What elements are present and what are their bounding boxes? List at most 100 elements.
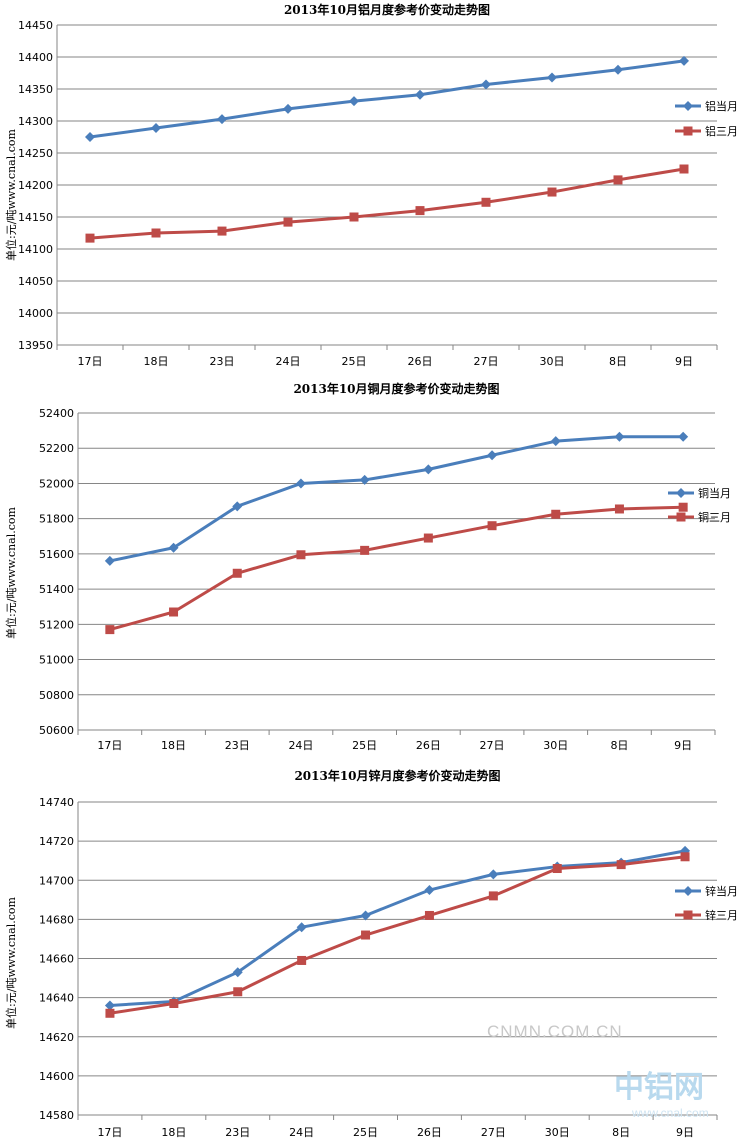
legend-label: 铝三月	[705, 124, 738, 138]
y-tick-label: 14620	[39, 1031, 74, 1044]
data-point	[481, 197, 491, 207]
x-tick-label: 18日	[161, 739, 186, 752]
y-tick-label: 50800	[39, 689, 74, 702]
data-point	[232, 967, 243, 978]
data-point	[613, 64, 623, 75]
data-point	[552, 864, 562, 874]
y-tick-label: 50600	[39, 724, 74, 737]
data-point	[359, 474, 370, 485]
chart-1: 2013年10月铝月度参考价变动走势图 13950 14000 14050 14100 1…	[4, 2, 738, 368]
x-tick-label: 9日	[674, 739, 692, 752]
y-tick-label: 14250	[18, 147, 53, 160]
y-tick-label: 14680	[39, 913, 74, 926]
y-tick-label: 52200	[39, 442, 74, 455]
y-tick-label: 51000	[39, 654, 74, 667]
x-tick-label: 30日	[543, 739, 568, 752]
x-tick-label: 26日	[417, 1126, 442, 1139]
x-tick-label: 25日	[353, 1126, 378, 1139]
data-point	[613, 175, 623, 185]
data-point	[415, 206, 425, 216]
x-tick-label: 24日	[289, 1126, 314, 1139]
chart-title: 2013年10月铜月度参考价变动走势图	[293, 381, 499, 396]
x-tick-label: 18日	[144, 355, 169, 368]
data-point	[614, 504, 624, 514]
series-line-2	[89, 167, 685, 240]
x-tick-label: 26日	[416, 739, 441, 752]
data-point	[550, 436, 561, 447]
data-point	[360, 545, 370, 555]
x-tick-label: 9日	[676, 1126, 694, 1139]
x-tick-label: 18日	[161, 1126, 186, 1139]
data-point	[217, 114, 227, 125]
y-tick-label: 51600	[39, 548, 74, 561]
data-point	[423, 533, 433, 543]
series-line-1	[109, 849, 686, 1007]
data-point	[297, 955, 307, 965]
legend-label: 铝当月	[705, 99, 738, 113]
data-point	[233, 987, 243, 997]
series-line-1	[109, 435, 684, 563]
data-point	[415, 89, 425, 100]
data-point	[679, 55, 689, 66]
y-axis-label: 单位:元/吨www.cnal.com	[4, 896, 18, 1028]
chart-title: 2013年10月铝月度参考价变动走势图	[284, 2, 490, 17]
series-line-2	[109, 855, 686, 1015]
data-point	[679, 164, 689, 174]
y-tick-label: 14100	[18, 243, 53, 256]
y-tick-label: 14000	[18, 307, 53, 320]
data-point	[104, 1000, 115, 1011]
y-tick-label: 14740	[39, 796, 74, 809]
data-point	[283, 217, 293, 227]
data-point	[361, 930, 371, 940]
chart-title: 2013年10月锌月度参考价变动走势图	[294, 768, 500, 783]
y-tick-label: 51800	[39, 513, 74, 526]
y-tick-label: 51400	[39, 583, 74, 596]
watermark-site-text: CNMN.COM.CN	[487, 1022, 623, 1041]
data-point	[85, 132, 95, 142]
legend-label: 铜三月	[698, 510, 731, 524]
legend-label: 铜当月	[698, 486, 731, 500]
x-tick-label: 24日	[276, 355, 301, 368]
data-point	[169, 607, 179, 617]
y-tick-label: 14400	[18, 51, 53, 64]
x-tick-label: 30日	[540, 355, 565, 368]
series-line-2	[109, 505, 684, 632]
x-tick-label: 23日	[225, 1126, 250, 1139]
data-point	[487, 450, 498, 461]
y-axis-label: 单位:元/吨www.cnal.com	[4, 128, 18, 260]
x-tick-label: 25日	[342, 355, 367, 368]
x-tick-label: 9日	[675, 355, 693, 368]
watermark: CNMN.COM.CN 中铝网 www.cnal.com	[487, 1022, 709, 1120]
data-point	[105, 1008, 115, 1018]
legend-marker	[676, 512, 686, 522]
data-point	[488, 891, 498, 901]
data-point	[232, 501, 243, 512]
x-tick-label: 23日	[210, 355, 235, 368]
data-point	[551, 509, 561, 519]
data-point	[296, 922, 307, 933]
legend-marker	[683, 126, 693, 136]
watermark-url-text: www.cnal.com	[631, 1106, 709, 1120]
data-point	[151, 228, 161, 238]
y-tick-label: 14200	[18, 179, 53, 192]
data-point	[168, 542, 179, 553]
y-tick-label: 51200	[39, 618, 74, 631]
y-tick-label: 14450	[18, 19, 53, 32]
data-point	[423, 464, 434, 475]
data-point	[614, 431, 625, 442]
y-tick-label: 14580	[39, 1109, 74, 1122]
data-point	[349, 96, 359, 107]
charts-group: 2013年10月铝月度参考价变动走势图 13950 14000 14050 14100 1…	[4, 2, 738, 1139]
x-tick-label: 8日	[609, 355, 627, 368]
y-axis-label: 单位:元/吨www.cnal.com	[4, 506, 18, 638]
legend-label: 锌三月	[705, 908, 738, 922]
series-line-1	[89, 59, 685, 139]
y-tick-label: 14720	[39, 835, 74, 848]
y-tick-label: 13950	[18, 339, 53, 352]
x-tick-label: 25日	[352, 739, 377, 752]
data-point	[616, 860, 626, 870]
data-point	[481, 79, 491, 90]
x-tick-label: 27日	[480, 739, 505, 752]
data-point	[283, 103, 293, 114]
data-point	[104, 555, 115, 566]
